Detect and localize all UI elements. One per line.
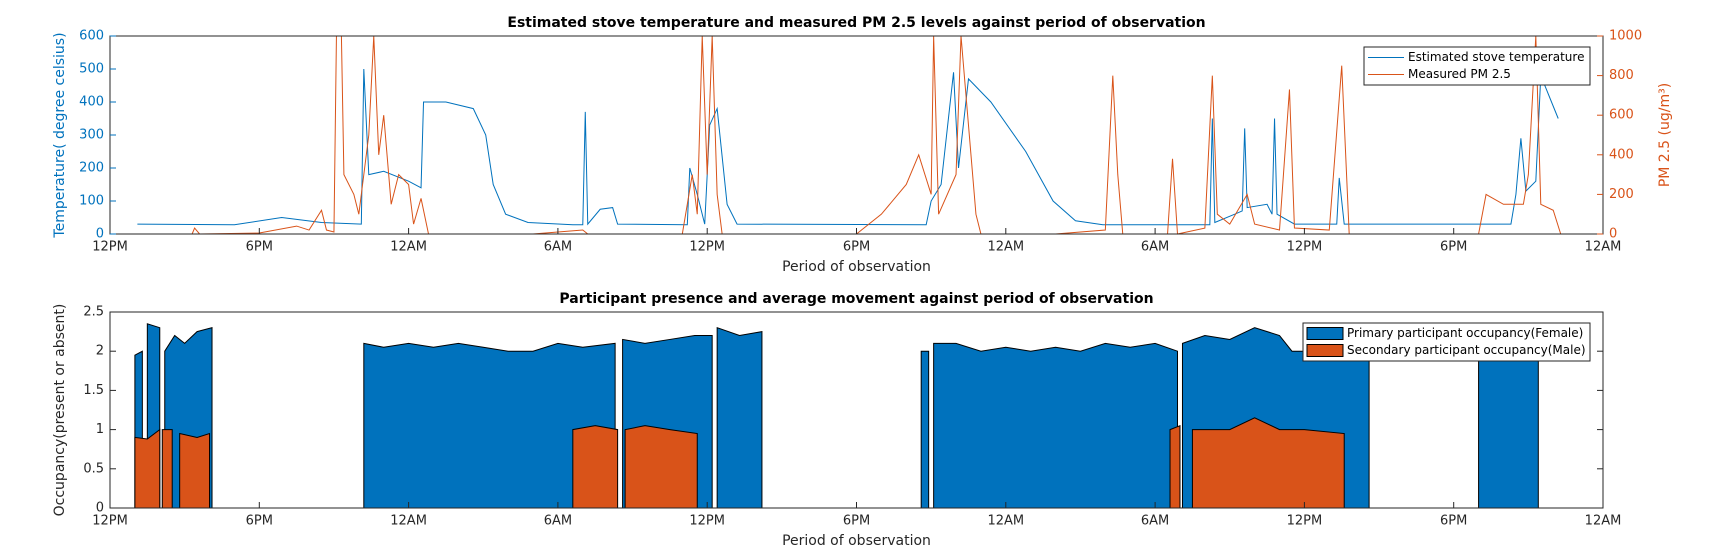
y2-tick-label: 200 (1609, 187, 1634, 202)
x-tick-label: 6PM (246, 514, 273, 529)
legend-label: Primary participant occupancy(Female) (1347, 326, 1583, 340)
x-tick-label: 6PM (246, 240, 273, 255)
x-axis-label: Period of observation (782, 533, 931, 549)
y-tick-label: 1.5 (83, 383, 104, 398)
x-tick-label: 12PM (92, 240, 128, 255)
chart-title: Estimated stove temperature and measured… (507, 15, 1205, 31)
y2-tick-label: 400 (1609, 147, 1634, 162)
legend-swatch (1306, 327, 1344, 340)
x-tick-label: 12PM (1287, 514, 1323, 529)
y2-tick-label: 1000 (1609, 29, 1642, 44)
legend-label: Secondary participant occupancy(Male) (1347, 343, 1586, 357)
y2-tick-label: 600 (1609, 108, 1634, 123)
x-tick-label: 12AM (987, 240, 1024, 255)
x-tick-label: 12PM (1287, 240, 1323, 255)
chart-title: Participant presence and average movemen… (559, 291, 1153, 307)
area (134, 417, 1345, 509)
y-tick-label: 2.5 (83, 305, 104, 320)
y2-axis-label: PM 2.5 (ug/m³) (1657, 83, 1673, 187)
x-tick-label: 6AM (1141, 240, 1169, 255)
legend-label: Estimated stove temperature (1408, 50, 1584, 64)
x-tick-label: 6PM (1440, 240, 1467, 255)
x-tick-label: 6AM (544, 514, 572, 529)
y-tick-label: 0.5 (83, 461, 104, 476)
y2-tick-label: 0 (1609, 227, 1617, 242)
y-tick-label: 300 (79, 128, 104, 143)
y-tick-label: 0 (96, 501, 104, 516)
x-tick-label: 6PM (843, 514, 870, 529)
x-axis-label: Period of observation (782, 259, 931, 275)
x-tick-label: 12AM (987, 514, 1024, 529)
legend-label: Measured PM 2.5 (1408, 67, 1511, 81)
y-tick-label: 100 (79, 194, 104, 209)
y-tick-label: 0 (96, 227, 104, 242)
x-tick-label: 12AM (390, 514, 427, 529)
x-tick-label: 12PM (689, 514, 725, 529)
y-tick-label: 200 (79, 161, 104, 176)
x-tick-label: 6PM (843, 240, 870, 255)
x-tick-label: 12AM (1585, 240, 1622, 255)
x-tick-label: 6PM (1440, 514, 1467, 529)
area (134, 323, 1539, 509)
line (137, 68, 1559, 226)
y-tick-label: 500 (79, 62, 104, 77)
x-tick-label: 12AM (390, 240, 427, 255)
x-tick-label: 12PM (92, 514, 128, 529)
y-tick-label: 1 (96, 422, 104, 437)
y-tick-label: 2 (96, 344, 104, 359)
legend-swatch (1306, 344, 1344, 357)
y2-tick-label: 800 (1609, 68, 1634, 83)
x-tick-label: 6AM (1141, 514, 1169, 529)
x-tick-label: 12AM (1585, 514, 1622, 529)
x-tick-label: 6AM (544, 240, 572, 255)
y-axis-label: Occupancy(present or absent) (52, 304, 68, 517)
legend-box (1302, 322, 1591, 362)
x-tick-label: 12PM (689, 240, 725, 255)
y-axis-label: Temperature( degree celsius) (52, 32, 68, 238)
legend-box (1363, 46, 1591, 86)
y-tick-label: 400 (79, 95, 104, 110)
y-tick-label: 600 (79, 29, 104, 44)
line (110, 35, 1562, 235)
